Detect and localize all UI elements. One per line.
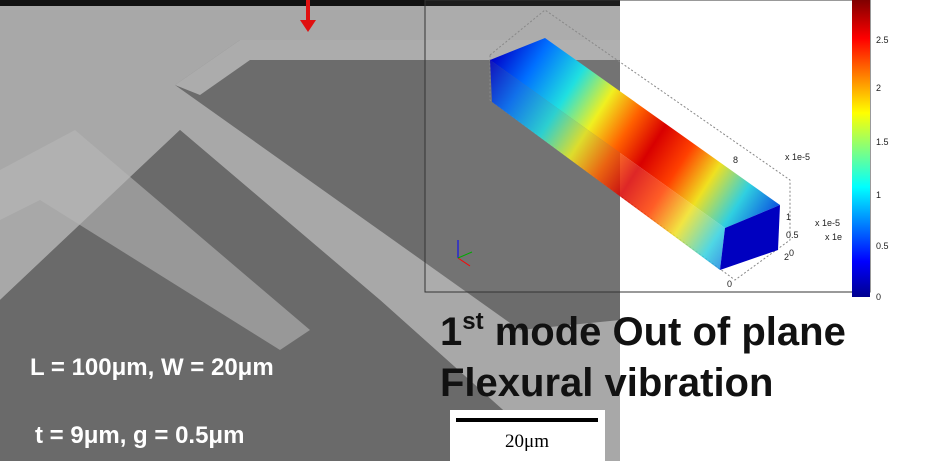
axis-tick: 1: [786, 212, 791, 222]
axis-tick: 2: [784, 252, 789, 262]
axis-tick: 0: [789, 248, 794, 258]
axis-label: x 1e: [825, 232, 842, 242]
caption-line-2: Flexural vibration: [440, 361, 773, 405]
colorbar: [852, 0, 870, 297]
figure: x 1e-5 x 1e-5 x 1e 8 1 0.5 0 0 2 2.5 2 1.5…: [0, 0, 933, 461]
dimension-label: t = 9μm, g = 0.5μm: [35, 422, 244, 449]
colorbar-tick: 2: [876, 83, 881, 93]
colorbar-tick: 2.5: [876, 35, 889, 45]
colorbar-tick: 0.5: [876, 241, 889, 251]
colorbar-tick: 1.5: [876, 137, 889, 147]
axis-tick: 0: [727, 279, 732, 289]
dimension-label: L = 100μm, W = 20μm: [30, 354, 274, 381]
scale-bar-label: 20μm: [505, 431, 549, 452]
axis-tick: 8: [733, 155, 738, 165]
axis-label: x 1e-5: [785, 152, 810, 162]
colorbar-tick: 1: [876, 190, 881, 200]
caption-line-1: 1st mode Out of plane: [440, 308, 846, 354]
axis-tick: 0.5: [786, 230, 799, 240]
axis-label: x 1e-5: [815, 218, 840, 228]
colorbar-tick: 0: [876, 292, 881, 302]
